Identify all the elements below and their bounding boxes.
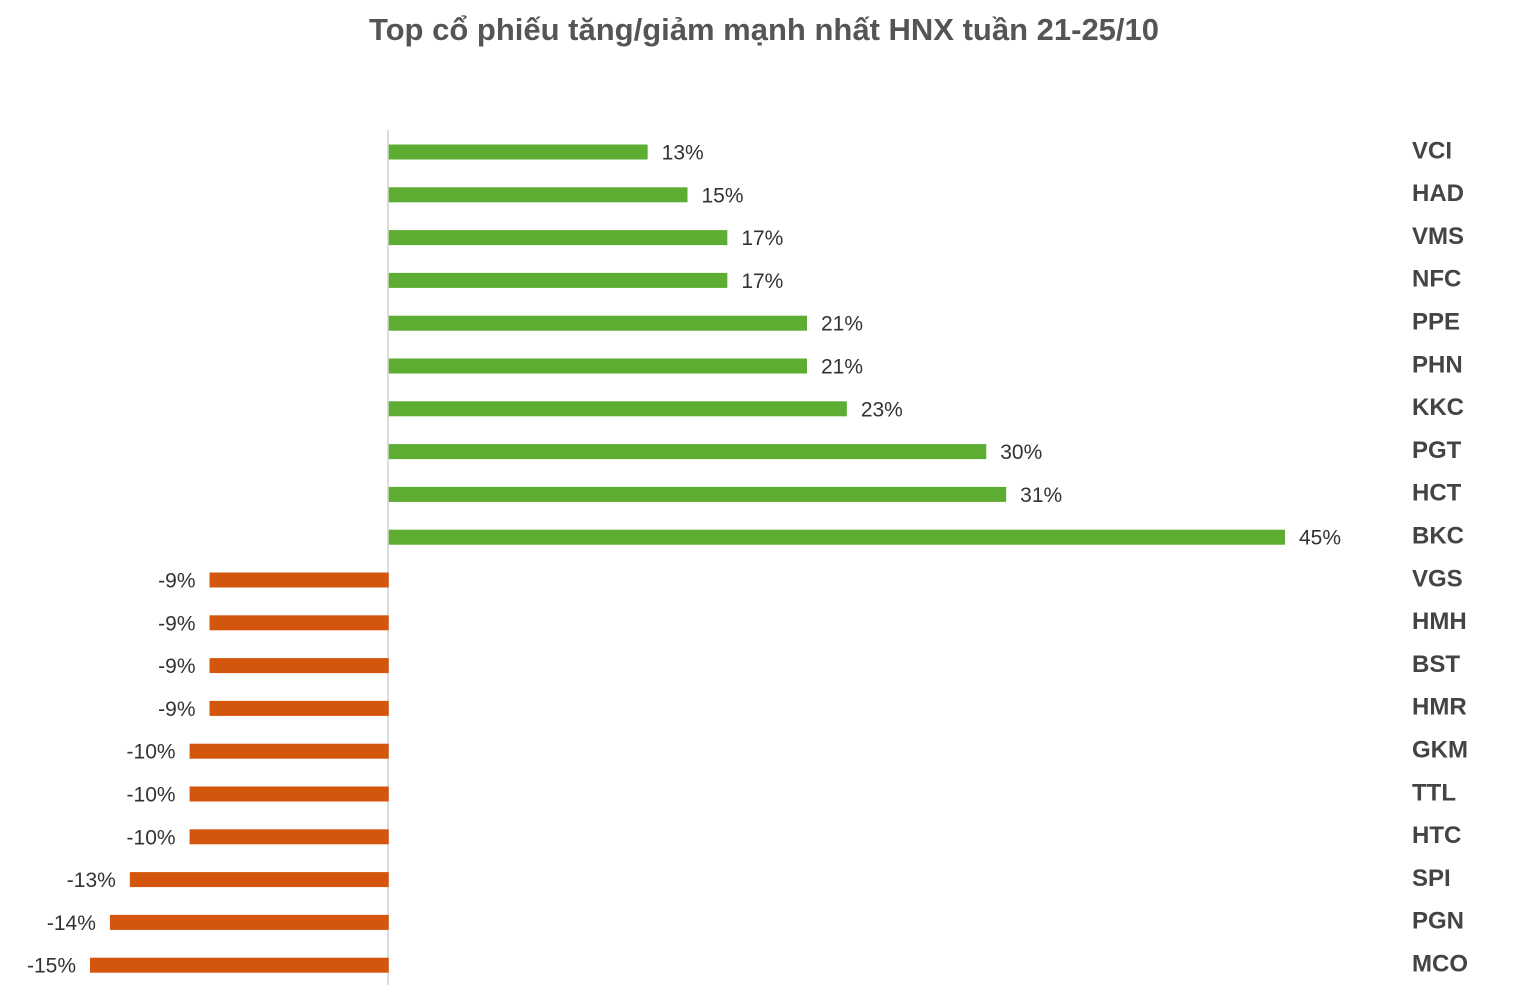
bar — [388, 272, 728, 288]
value-label: -9% — [158, 612, 195, 635]
bar — [388, 187, 688, 203]
bar — [209, 658, 389, 674]
value-label: -10% — [127, 784, 176, 807]
value-label: 15% — [702, 184, 744, 207]
category-label: BKC — [1412, 523, 1464, 550]
category-label: PGT — [1412, 437, 1462, 464]
category-label: PGN — [1412, 908, 1464, 935]
category-label: HCT — [1412, 480, 1462, 507]
value-label: 13% — [662, 142, 704, 165]
category-label: PHN — [1412, 351, 1463, 378]
category-label: HTC — [1412, 822, 1461, 849]
bar — [189, 743, 389, 759]
bar — [209, 700, 389, 716]
category-label: GKM — [1412, 737, 1468, 764]
category-label: KKC — [1412, 394, 1464, 421]
category-label: PPE — [1412, 309, 1460, 336]
category-label: HAD — [1412, 180, 1464, 207]
value-label: -9% — [158, 570, 195, 593]
value-label: 17% — [741, 227, 783, 250]
value-label: -15% — [27, 955, 76, 978]
bar — [388, 358, 807, 374]
value-label: -10% — [127, 826, 176, 849]
bar — [388, 444, 987, 460]
value-label: 21% — [821, 313, 863, 336]
bar — [388, 401, 847, 417]
bar — [388, 315, 807, 331]
bar — [90, 957, 389, 973]
category-label: MCO — [1412, 951, 1468, 978]
bar — [388, 529, 1285, 545]
value-label: 30% — [1000, 441, 1042, 464]
bar — [189, 829, 389, 845]
bar — [388, 230, 728, 246]
value-label: -13% — [67, 869, 116, 892]
value-label: -9% — [158, 698, 195, 721]
value-label: -14% — [47, 912, 96, 935]
chart-title: Top cổ phiếu tăng/giảm mạnh nhất HNX tuầ… — [369, 12, 1159, 47]
value-label: 21% — [821, 356, 863, 379]
value-label: 23% — [861, 398, 903, 421]
bar — [209, 615, 389, 631]
bar — [189, 786, 389, 802]
bar — [388, 144, 648, 160]
bar — [129, 872, 389, 888]
bar — [209, 572, 389, 588]
category-label: HMR — [1412, 694, 1467, 721]
value-label: 31% — [1020, 484, 1062, 507]
category-label: VCI — [1412, 137, 1452, 164]
bar — [388, 486, 1007, 502]
bar — [109, 914, 389, 930]
category-label: HMH — [1412, 608, 1467, 635]
value-label: -10% — [127, 741, 176, 764]
value-label: 17% — [741, 270, 783, 293]
category-label: VMS — [1412, 223, 1464, 250]
category-label: SPI — [1412, 865, 1451, 892]
value-label: -9% — [158, 655, 195, 678]
category-label: NFC — [1412, 266, 1461, 293]
category-label: TTL — [1412, 779, 1456, 806]
value-label: 45% — [1299, 527, 1341, 550]
category-label: BST — [1412, 651, 1460, 678]
category-label: VGS — [1412, 565, 1463, 592]
